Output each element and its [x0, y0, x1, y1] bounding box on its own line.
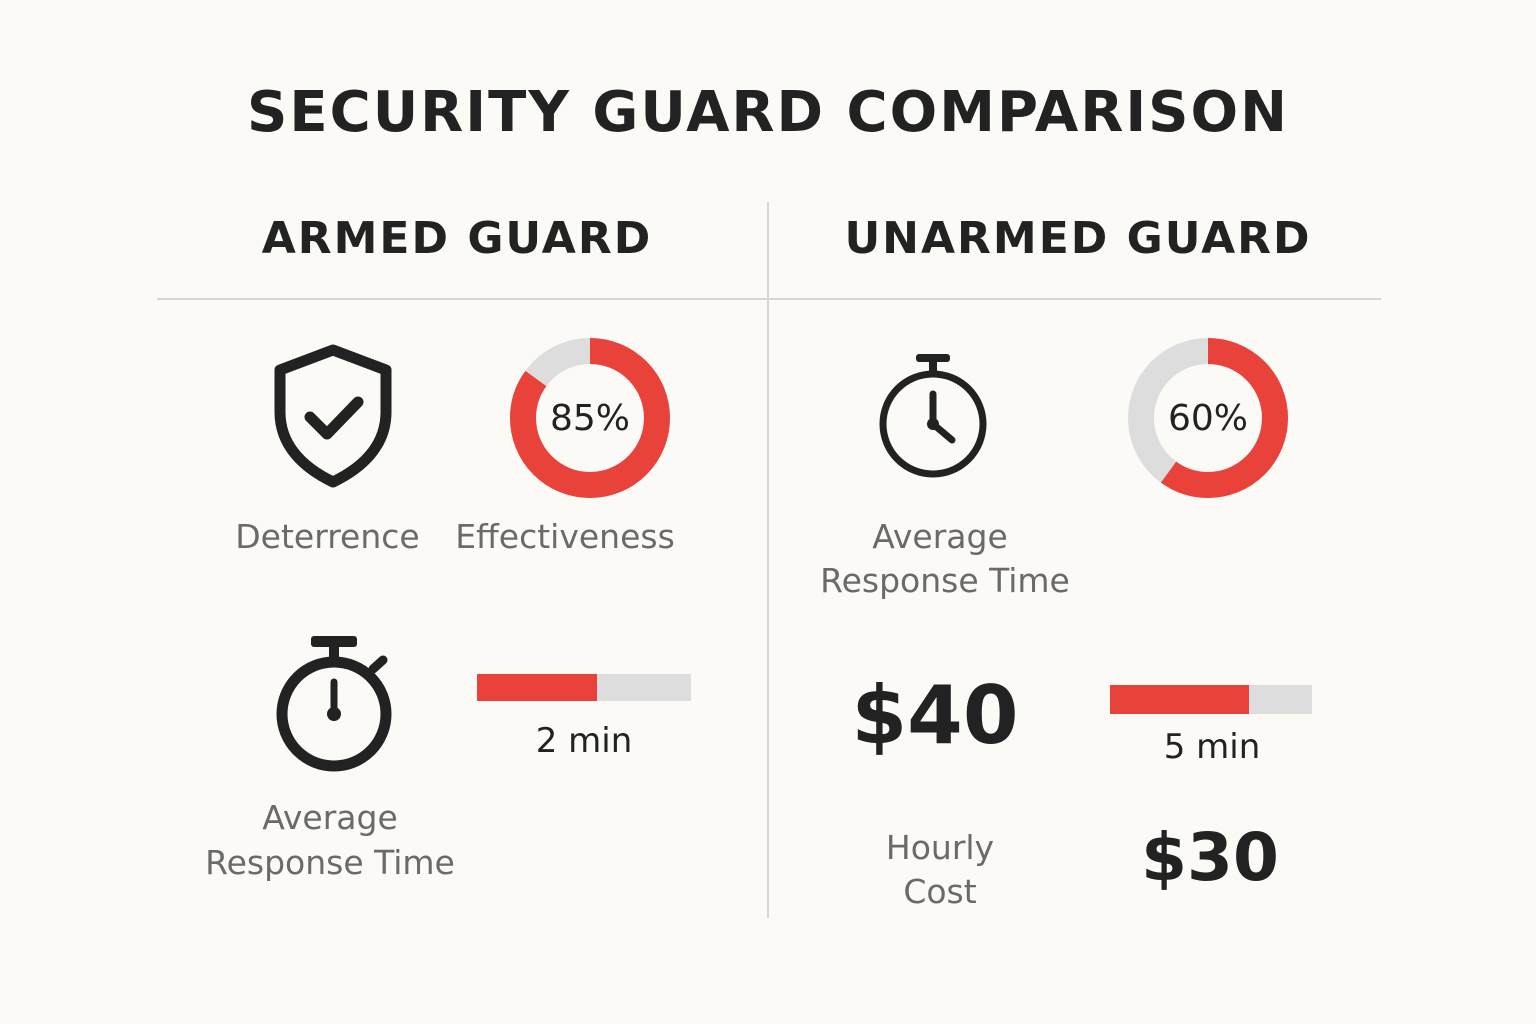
header-divider — [157, 298, 1381, 300]
unarmed-response-label-line1: Average — [872, 517, 1008, 556]
unarmed-response-bar-track — [1110, 685, 1312, 714]
stopwatch-icon — [270, 634, 400, 776]
unarmed-donut-value: 60% — [1167, 397, 1248, 439]
cost-label: Cost — [903, 872, 977, 911]
column-divider — [767, 202, 769, 918]
armed-response-label-line2: Response Time — [205, 843, 455, 882]
clock-icon — [876, 352, 992, 480]
donut-arc — [1128, 338, 1288, 498]
effectiveness-label: Effectiveness — [455, 517, 675, 556]
unarmed-guard-heading: UNARMED GUARD — [844, 213, 1312, 264]
armed-response-value: 2 min — [535, 721, 633, 761]
deterrence-label: Deterrence — [235, 517, 420, 556]
unarmed-response-bar-fill — [1110, 685, 1250, 714]
hourly-label: Hourly — [885, 828, 995, 867]
armed-effectiveness-value: 85% — [549, 397, 630, 439]
shield-check-icon — [270, 342, 396, 490]
armed-response-label-line1: Average — [262, 798, 398, 837]
unarmed-response-value: 5 min — [1163, 727, 1261, 767]
unarmed-donut: 60% — [1128, 338, 1288, 498]
unarmed-cost-main: $40 — [851, 669, 1019, 762]
unarmed-response-label-line2: Response Time — [820, 561, 1070, 600]
armed-effectiveness-donut: 85% — [510, 338, 670, 498]
armed-guard-heading: ARMED GUARD — [261, 213, 653, 264]
armed-response-bar-fill — [477, 674, 597, 701]
unarmed-cost-secondary: $30 — [1141, 819, 1279, 896]
page-title: SECURITY GUARD COMPARISON — [247, 80, 1289, 145]
donut-arc — [510, 338, 670, 498]
armed-response-bar-track — [477, 674, 691, 701]
